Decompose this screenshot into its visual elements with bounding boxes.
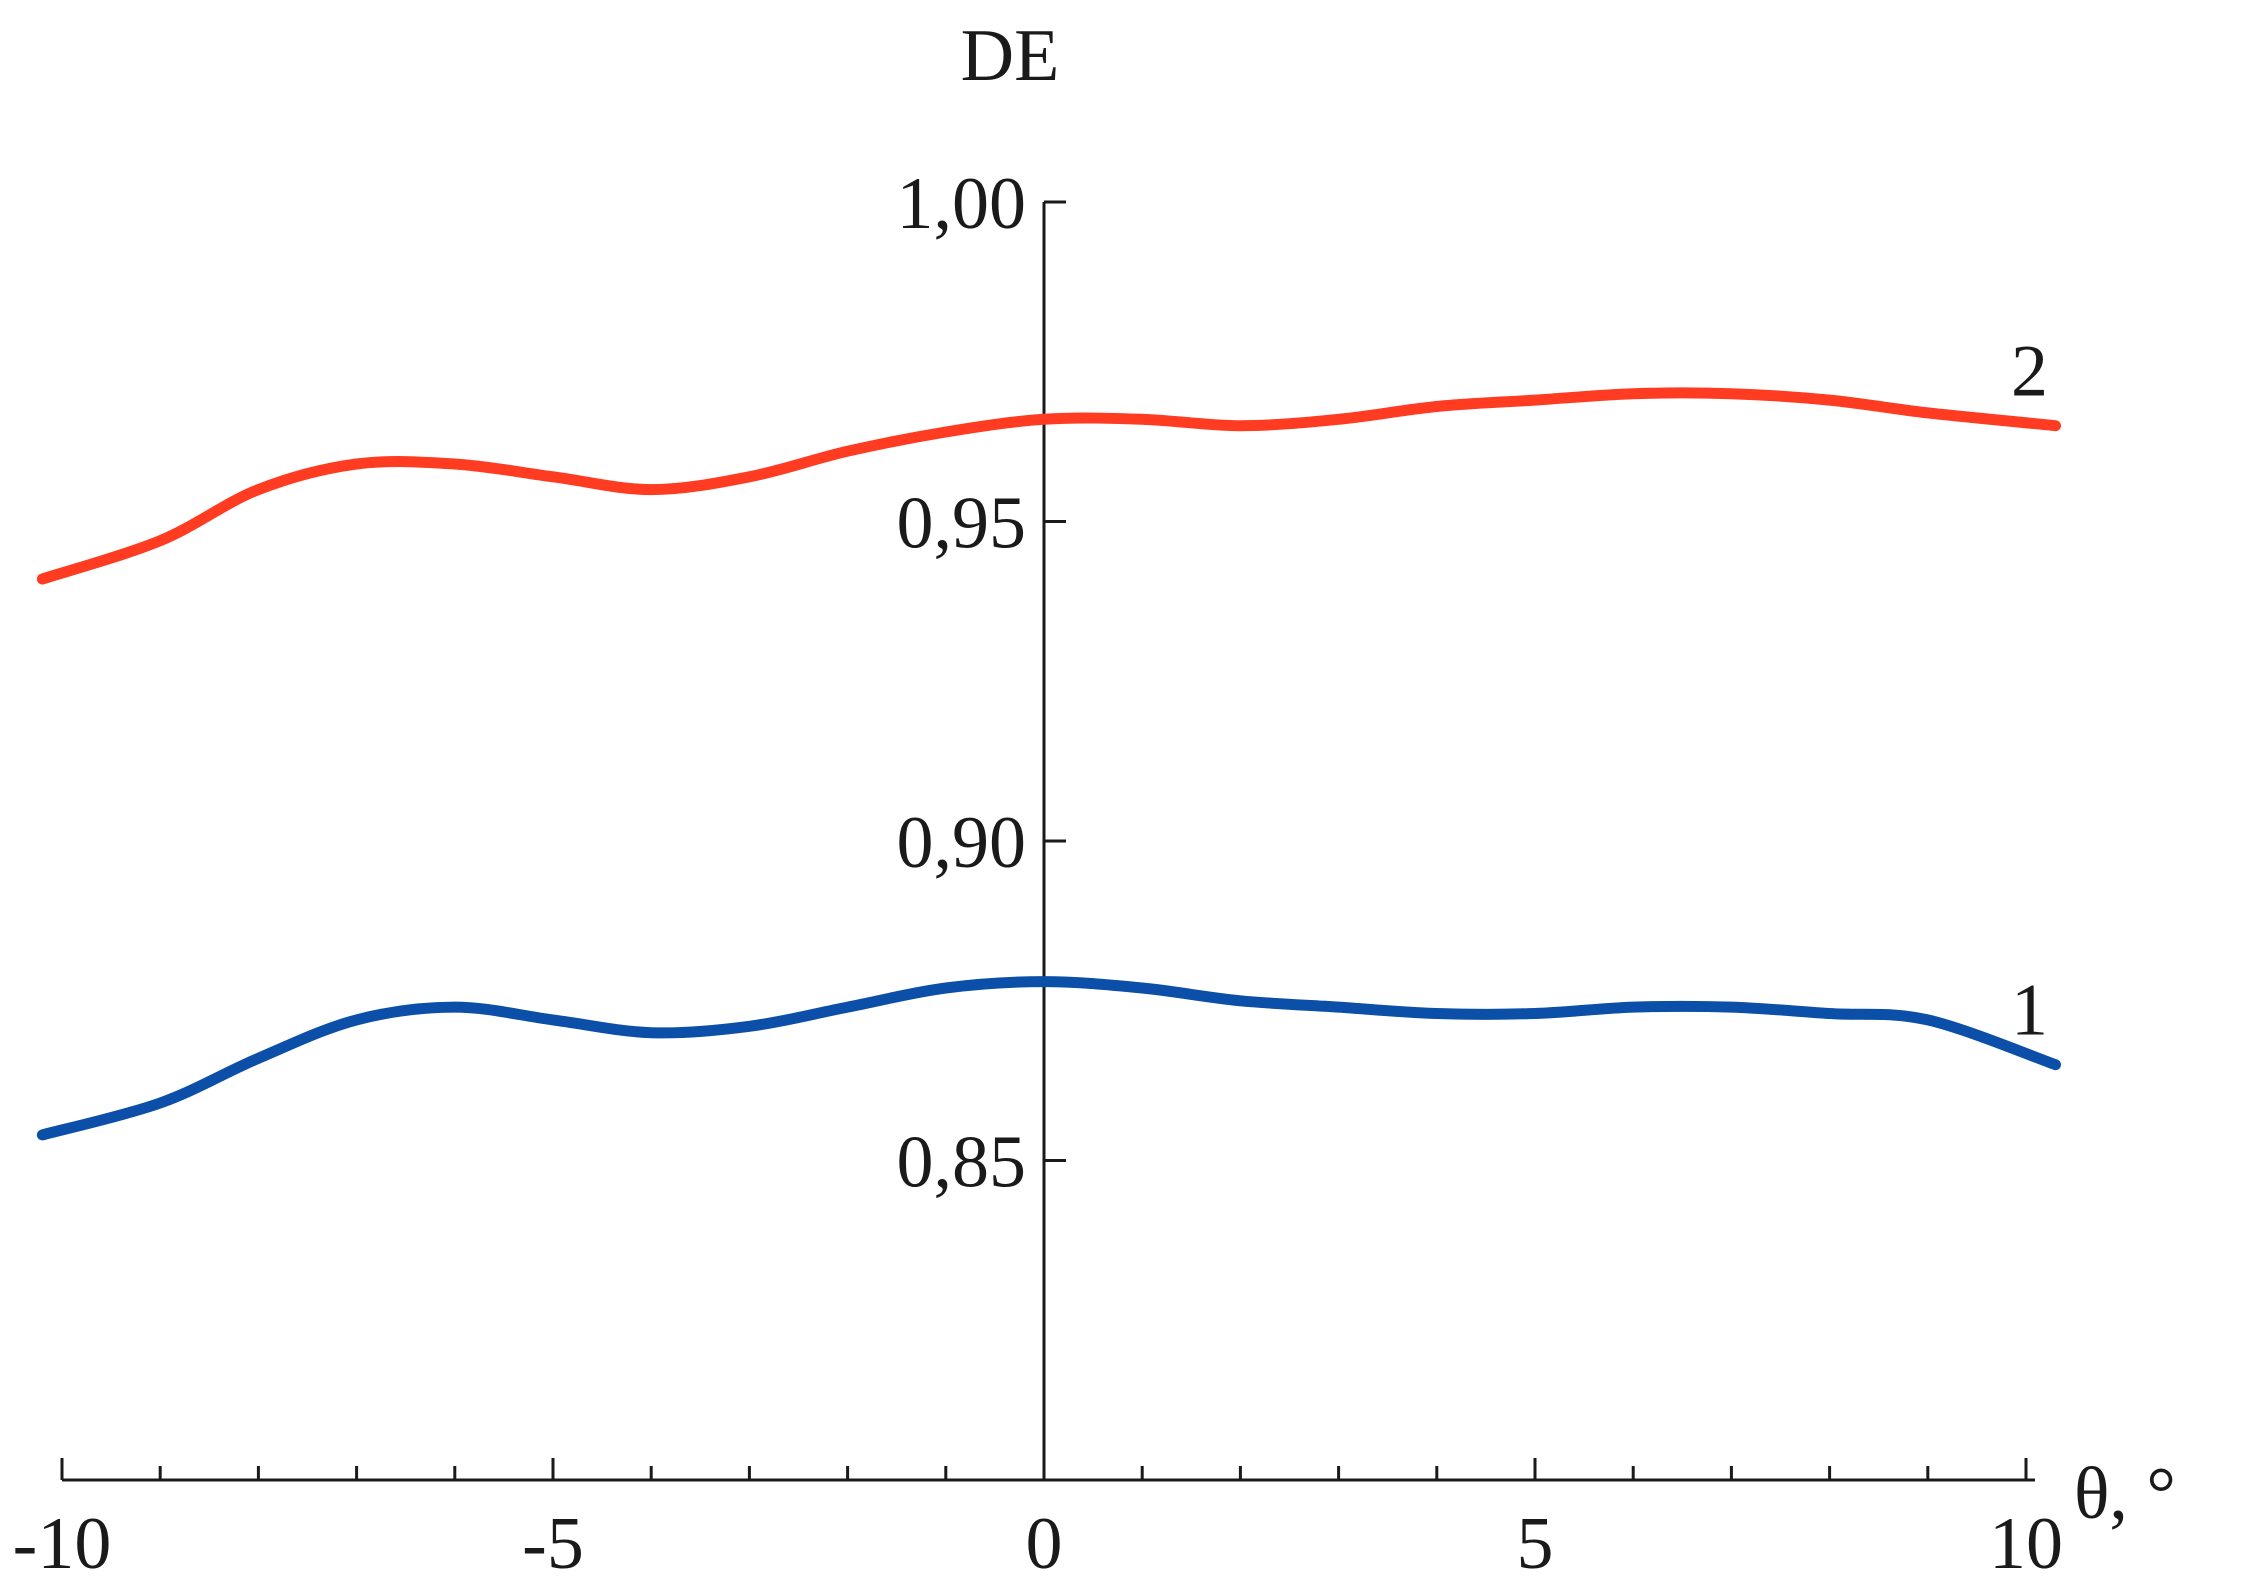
x-tick-label: 10 [1989,1503,2063,1582]
series-line-1 [36,976,2061,1141]
series-group: 12 [36,331,2061,1141]
y-tick-label: 1,00 [897,163,1027,245]
x-tick-label: -10 [13,1503,112,1582]
series-label-1: 1 [2011,970,2048,1052]
y-tick-label: 0,95 [897,483,1027,565]
series-label-2: 2 [2011,331,2048,413]
x-axis-label: θ, ° [2074,1453,2176,1535]
x-tick-label: 0 [1026,1503,1063,1582]
y-tick-label: 0,90 [897,802,1027,884]
series-line-2 [36,387,2061,585]
y-axis-label: DE [961,15,1060,97]
x-tick-label: -5 [522,1503,584,1582]
x-tick-label: 5 [1517,1503,1554,1582]
tick-group: -10 -5 0 5 10 0,85 0,90 0,95 1,00 [13,163,2063,1582]
y-tick-label: 0,85 [897,1122,1027,1204]
